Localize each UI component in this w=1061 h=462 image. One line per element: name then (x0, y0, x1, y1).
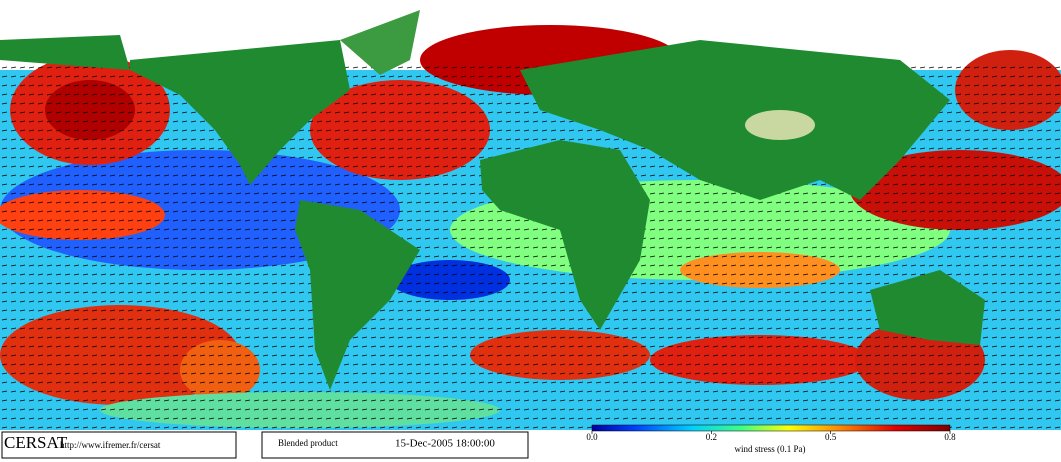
colorbar-label: wind stress (0.1 Pa) (735, 444, 806, 454)
info-box (1, 431, 237, 459)
logo: CERSAT (4, 433, 68, 452)
colorbar-tick-label: 0.5 (825, 432, 837, 442)
colorbar-tick-label: 0.2 (706, 432, 717, 442)
date: 15-Dec-2005 18:00:00 (395, 438, 495, 450)
colorbar-tick-label: 0.0 (586, 432, 598, 442)
product: Blended product (278, 438, 338, 448)
colorbar-tick-label: 0.8 (944, 432, 956, 442)
url: http://www.ifremer.fr/cersat (60, 440, 161, 450)
info-box (261, 431, 529, 459)
colorbar (591, 424, 951, 432)
wind-map (0, 0, 1061, 430)
footer: CERSAT http://www.ifremer.fr/cersat Blen… (0, 424, 1061, 462)
